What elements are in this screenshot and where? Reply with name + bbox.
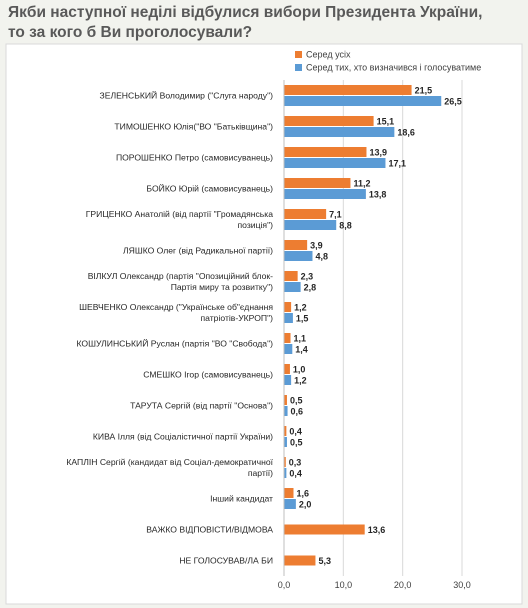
data-label: 21,5	[415, 86, 433, 96]
bar-serie-decided	[284, 499, 296, 509]
category-label: ТИМОШЕНКО Юлія("ВО "Батьківщина")	[114, 122, 273, 132]
data-label: 3,9	[310, 241, 323, 251]
category-label: ВАЖКО ВІДПОВІСТИ/ВІДМОВА	[146, 525, 273, 535]
legend-swatch	[295, 64, 302, 71]
data-label: 2,0	[299, 500, 312, 510]
bar-serie-all	[284, 85, 412, 95]
data-label: 1,2	[294, 303, 307, 313]
data-label: 0,5	[290, 396, 303, 406]
bar-serie-all	[284, 271, 298, 281]
bar-serie-all	[284, 555, 316, 566]
data-label: 1,5	[296, 314, 309, 324]
data-label: 2,8	[304, 283, 317, 293]
category-label: ТАРУТА Сергій (від партії "Основа")	[130, 401, 273, 411]
chart-title-line-1: Якби наступної неділі відбулися вибори П…	[8, 4, 483, 21]
bar-serie-decided	[284, 189, 366, 199]
category-label: ВІЛКУЛ Олександр (партія "Опозиційний бл…	[88, 271, 273, 281]
bar-serie-all	[284, 147, 367, 157]
data-label: 2,3	[301, 272, 314, 282]
category-label: КИВА Ілля (від Соціалістичної партії Укр…	[93, 432, 273, 442]
data-label: 1,0	[293, 365, 306, 375]
bar-serie-decided	[284, 468, 287, 478]
bar-serie-all	[284, 524, 365, 535]
bar-serie-all	[284, 488, 294, 498]
data-label: 5,3	[318, 556, 331, 566]
category-label: ГРИЦЕНКО Анатолій (від партії "Громадянс…	[86, 209, 273, 219]
bar-serie-decided	[284, 375, 292, 385]
category-label: ШЕВЧЕНКО Олександр ("Українське об"єднан…	[79, 302, 273, 312]
data-label: 13,9	[369, 148, 387, 158]
x-tick-label: 30,0	[453, 580, 471, 590]
data-label: 0,5	[290, 438, 303, 448]
bar-serie-decided	[284, 313, 293, 323]
legend-entry: Серед усіх	[306, 50, 351, 60]
category-label: НЕ ГОЛОСУВАВ/ЛА БИ	[179, 556, 273, 566]
bar-serie-decided	[284, 282, 301, 292]
data-label: 1,6	[296, 489, 309, 499]
data-label: 7,1	[329, 210, 342, 220]
bar-serie-all	[284, 116, 374, 126]
legend-entry: Серед тих, хто визначився і голосуватиме	[306, 63, 481, 73]
category-label: патріотів-УКРОП")	[200, 313, 273, 323]
data-label: 11,2	[353, 179, 370, 189]
chart-title: Якби наступної неділі відбулися вибори П…	[8, 3, 524, 43]
bar-serie-decided	[284, 344, 293, 354]
data-label: 1,2	[294, 376, 307, 386]
category-label: позиція")	[238, 220, 274, 230]
bar-serie-all	[284, 457, 286, 467]
x-tick-label: 20,0	[394, 580, 412, 590]
bar-serie-all	[284, 178, 351, 188]
data-label: 8,8	[339, 221, 352, 231]
category-label: ЗЕЛЕНСЬКИЙ Володимир ("Слуга народу")	[100, 90, 274, 101]
legend-swatch	[295, 51, 302, 58]
bar-serie-decided	[284, 158, 386, 168]
bar-serie-decided	[284, 127, 395, 137]
chart-title-line-2: то за кого б Ви проголосували?	[8, 24, 253, 41]
category-label: БОЙКО Юрій (самовисуванець)	[146, 183, 273, 194]
category-label: партії)	[248, 468, 273, 478]
data-label: 1,1	[294, 334, 307, 344]
bar-serie-all	[284, 302, 292, 312]
data-label: 0,3	[289, 458, 302, 468]
category-label: ЛЯШКО Олег (від Радикальної партії)	[123, 246, 273, 256]
bar-serie-decided	[284, 437, 287, 447]
category-label: КАПЛІН Сергій (кандидат від Соціал-демок…	[66, 457, 273, 467]
data-label: 18,6	[397, 128, 415, 138]
bar-serie-all	[284, 240, 308, 250]
x-tick-label: 10,0	[335, 580, 353, 590]
data-label: 13,8	[369, 190, 387, 200]
category-label: Партія миру та розвитку")	[171, 282, 273, 292]
data-label: 1,4	[295, 345, 308, 355]
plot-background	[5, 43, 523, 605]
data-label: 4,8	[315, 252, 328, 262]
bar-serie-all	[284, 333, 291, 343]
data-label: 17,1	[388, 159, 406, 169]
data-label: 0,4	[289, 469, 302, 479]
category-label: ПОРОШЕНКО Петро (самовисуванець)	[116, 153, 273, 163]
bar-serie-decided	[284, 96, 442, 106]
data-label: 0,4	[289, 427, 302, 437]
category-label: КОШУЛИНСЬКИЙ Руслан (партія "ВО "Свобода…	[77, 338, 274, 349]
bar-serie-all	[284, 209, 327, 219]
category-label: Інший кандидат	[210, 494, 273, 504]
data-label: 15,1	[377, 117, 395, 127]
x-tick-label: 0,0	[278, 580, 291, 590]
bar-serie-decided	[284, 406, 288, 416]
bar-serie-all	[284, 426, 287, 436]
category-label: СМЕШКО Ігор (самовисуванець)	[143, 370, 273, 380]
bar-serie-all	[284, 395, 287, 405]
bar-serie-decided	[284, 251, 313, 261]
data-label: 13,6	[368, 525, 386, 535]
data-label: 0,6	[291, 407, 304, 417]
bar-serie-all	[284, 364, 290, 374]
bar-serie-decided	[284, 220, 337, 230]
data-label: 26,5	[444, 97, 462, 107]
